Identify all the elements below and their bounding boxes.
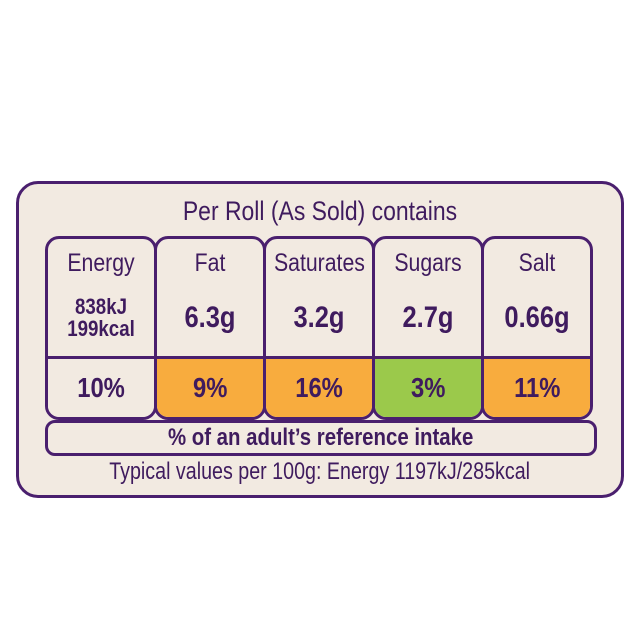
nutrient-cells: Energy 838kJ 199kcal 10% Fat 6.3g 9% Sat… — [45, 236, 593, 420]
nutrient-salt: Salt 0.66g 11% — [481, 236, 593, 420]
percent-text: 11% — [513, 372, 561, 403]
nutrient-percent: 9% — [157, 356, 263, 417]
typical-values: Typical values per 100g: Energy 1197kJ/2… — [19, 458, 621, 486]
nutrient-energy: Energy 838kJ 199kcal 10% — [45, 236, 157, 420]
nutrient-percent: 10% — [48, 356, 154, 417]
nutrient-fat: Fat 6.3g 9% — [154, 236, 266, 420]
nutrition-label: Per Roll (As Sold) contains Energy 838kJ… — [16, 181, 624, 498]
nutrient-value: 838kJ 199kcal — [56, 283, 146, 353]
percent-text: 16% — [295, 372, 343, 403]
nutrient-saturates: Saturates 3.2g 16% — [263, 236, 375, 420]
nutrient-value: 6.3g — [184, 301, 236, 334]
nutrient-value: 2.7g — [402, 301, 454, 334]
percent-text: 9% — [192, 372, 228, 403]
nutrient-percent: 16% — [266, 356, 372, 417]
nutrient-value: 0.66g — [504, 301, 570, 334]
nutrient-name: Saturates — [273, 249, 365, 277]
label-title: Per Roll (As Sold) contains — [182, 196, 458, 226]
nutrient-sugars: Sugars 2.7g 3% — [372, 236, 484, 420]
percent-text: 3% — [410, 372, 446, 403]
reference-intake-text: % of an adult’s reference intake — [168, 424, 474, 451]
nutrient-name: Energy — [67, 249, 135, 277]
nutrient-percent: 3% — [375, 356, 481, 417]
nutrient-value: 3.2g — [293, 301, 345, 334]
nutrient-name: Sugars — [394, 249, 462, 277]
nutrient-name: Salt — [518, 249, 556, 277]
typical-values-text: Typical values per 100g: Energy 1197kJ/2… — [109, 458, 531, 485]
percent-text: 10% — [77, 372, 125, 403]
energy-kj: 838kJ — [74, 294, 128, 319]
nutrient-percent: 11% — [484, 356, 590, 417]
reference-intake-bar: % of an adult’s reference intake — [45, 420, 597, 456]
nutrient-name: Fat — [194, 249, 226, 277]
energy-kcal: 199kcal — [67, 316, 135, 341]
